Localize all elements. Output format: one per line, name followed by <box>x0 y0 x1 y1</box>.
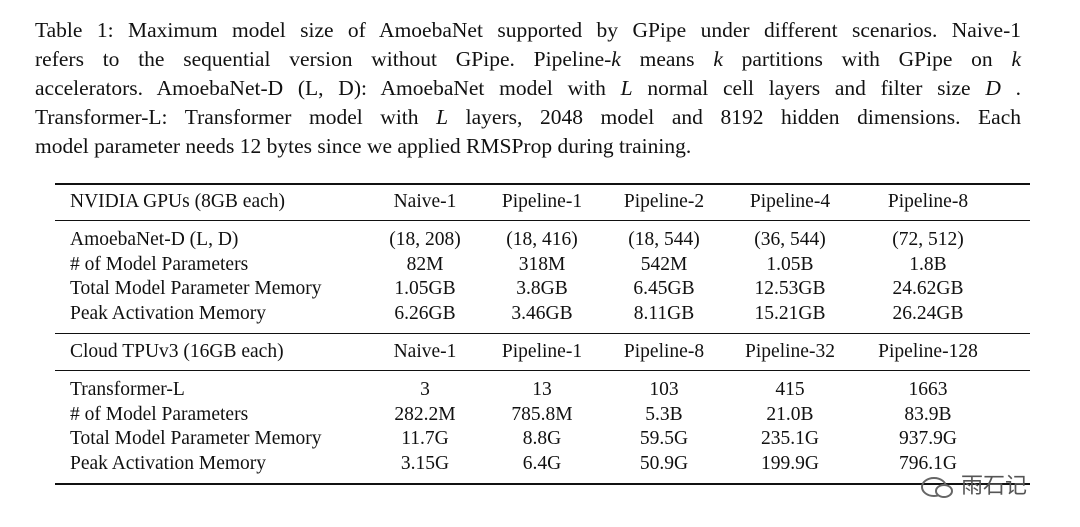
caption-italic: D <box>985 76 1001 100</box>
table-cell: 796.1G <box>899 452 957 474</box>
caption-text: accelerators. AmoebaNet-D (L, D): Amoeba… <box>35 76 621 100</box>
table-cell: 3.8GB <box>516 278 568 299</box>
caption-text: . <box>1000 76 1022 100</box>
table-cell: 235.1G <box>761 428 819 449</box>
caption-line: model parameter needs 12 bytes since we … <box>35 132 1021 161</box>
table-cell: (18, 416) <box>506 229 578 250</box>
table-rule <box>55 183 1030 185</box>
table-cell: 26.24GB <box>892 302 964 324</box>
table-cell: 785.8M <box>511 403 573 425</box>
table-cell: 24.62GB <box>892 278 964 299</box>
caption-text: Table 1: Maximum model size of AmoebaNet… <box>35 18 1021 42</box>
caption-line: refers to the sequential version without… <box>35 45 1021 74</box>
table-cell: (72, 512) <box>892 229 964 250</box>
header-cell: Pipeline-2 <box>623 191 705 212</box>
caption-line: accelerators. AmoebaNet-D (L, D): Amoeba… <box>35 74 1021 103</box>
table-cell: (18, 544) <box>628 229 700 250</box>
table-cell: 1.05B <box>766 253 814 275</box>
table-cell: 12.53GB <box>754 278 826 299</box>
watermark-icon <box>921 477 953 498</box>
caption-text: partitions with GPipe on <box>722 47 1012 71</box>
table-cell: 199.9G <box>761 452 819 474</box>
table-cell: 21.0B <box>766 403 814 425</box>
header-cell: Pipeline-32 <box>745 341 835 362</box>
table-cell: 3 <box>420 379 430 400</box>
table-cell: 8.11GB <box>633 302 695 324</box>
table-cell: 3.46GB <box>511 302 573 324</box>
header-cell: Naive-1 <box>393 341 457 362</box>
table-rule <box>55 333 1030 334</box>
header-cell: Pipeline-1 <box>501 341 583 362</box>
header-cell: NVIDIA GPUs (8GB each) <box>70 191 286 212</box>
table-cell: AmoebaNet-D (L, D) <box>70 229 239 250</box>
table-cell: 15.21GB <box>754 302 826 324</box>
table-cell: 415 <box>775 379 805 400</box>
table-cell: # of Model Parameters <box>70 253 249 275</box>
table-rule <box>55 220 1030 221</box>
caption-line: Table 1: Maximum model size of AmoebaNet… <box>35 16 1021 45</box>
table-rule <box>55 370 1030 371</box>
caption-text: means <box>620 47 714 71</box>
table-cell: 103 <box>649 379 679 400</box>
watermark-text: 雨石记 <box>961 474 1028 499</box>
table-cell: 1.05GB <box>394 278 456 299</box>
table-cell: 937.9G <box>899 428 957 449</box>
table-cell: 13 <box>532 379 552 400</box>
caption-italic: k <box>713 47 723 71</box>
header-cell: Pipeline-128 <box>878 341 978 362</box>
table-cell: 82M <box>406 253 444 275</box>
table-cell: 11.7G <box>401 428 449 449</box>
table-cell: 318M <box>518 253 566 275</box>
table-cell: Total Model Parameter Memory <box>70 278 322 299</box>
caption-italic: L <box>436 105 449 129</box>
table-cell: 50.9G <box>639 452 689 474</box>
header-cell: Pipeline-4 <box>749 191 831 212</box>
caption-text: layers, 2048 model and 8192 hidden dimen… <box>448 105 1021 129</box>
caption-text: refers to the sequential version without… <box>35 47 612 71</box>
table-cell: 1.8B <box>909 253 947 275</box>
caption-text: Transformer-L: Transformer model with <box>35 105 437 129</box>
table-cell: 3.15G <box>400 452 450 474</box>
table-cell: 83.9B <box>904 403 952 425</box>
caption-line: Transformer-L: Transformer model with L … <box>35 103 1021 132</box>
header-cell: Pipeline-8 <box>887 191 969 212</box>
header-cell: Naive-1 <box>393 191 457 212</box>
table-cell: 6.26GB <box>394 302 456 324</box>
table-cell: 59.5G <box>639 428 689 449</box>
header-cell: Pipeline-8 <box>623 341 705 362</box>
table-cell: Transformer-L <box>70 379 185 400</box>
table-cell: 6.4G <box>522 452 562 474</box>
table-cell: 282.2M <box>394 403 456 425</box>
caption: Table 1: Maximum model size of AmoebaNet… <box>35 16 1021 161</box>
caption-italic: k <box>611 47 621 71</box>
watermark: 雨石记 <box>920 468 1027 500</box>
table-cell: 6.45GB <box>633 278 695 299</box>
table-cell: Peak Activation Memory <box>70 302 267 324</box>
header-cell: Cloud TPUv3 (16GB each) <box>70 341 284 362</box>
table-cell: Total Model Parameter Memory <box>70 428 322 449</box>
caption-italic: L <box>620 76 633 100</box>
table-cell: 8.8G <box>522 428 562 449</box>
caption-text: model parameter needs 12 bytes since we … <box>35 134 692 158</box>
table-cell: 5.3B <box>645 403 683 425</box>
caption-italic: k <box>1011 47 1021 71</box>
table-rule <box>55 483 1030 485</box>
table-cell: 542M <box>640 253 688 275</box>
table-cell: Peak Activation Memory <box>70 452 267 474</box>
table-cell: # of Model Parameters <box>70 403 249 425</box>
table-cell: (36, 544) <box>754 229 826 250</box>
caption-text: normal cell layers and filter size <box>632 76 986 100</box>
header-cell: Pipeline-1 <box>501 191 583 212</box>
table-cell: (18, 208) <box>389 229 461 250</box>
table-cell: 1663 <box>908 379 948 400</box>
